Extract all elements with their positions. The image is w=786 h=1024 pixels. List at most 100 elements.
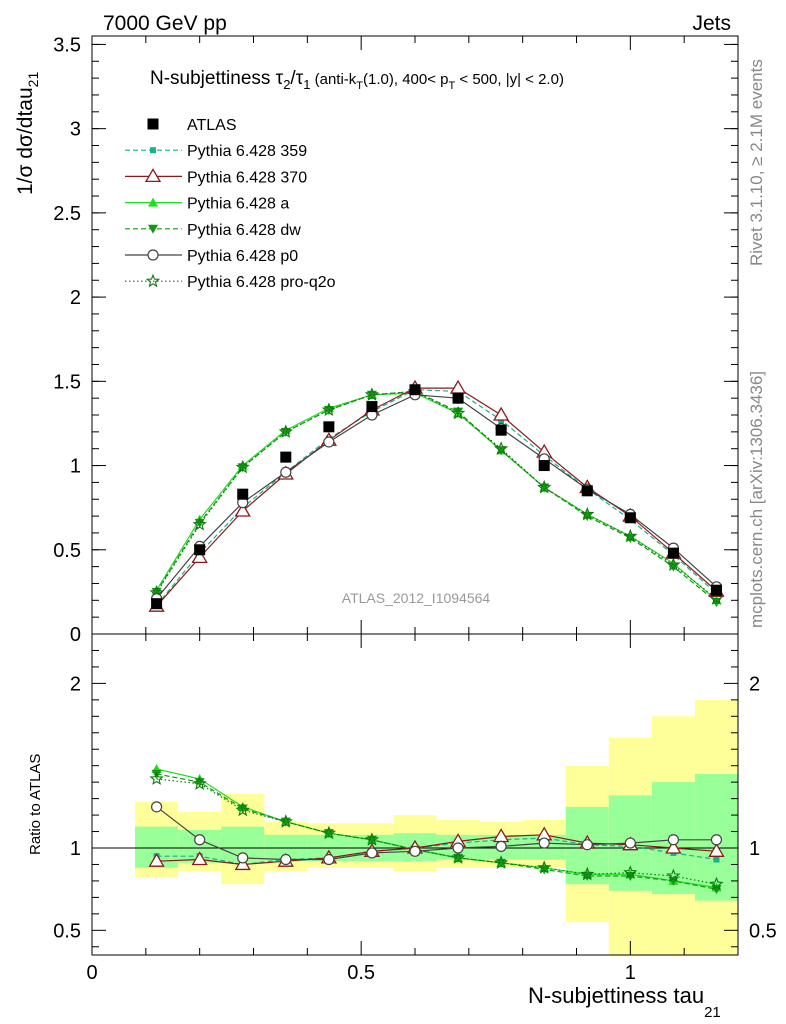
- rivet-label: Rivet 3.1.10, ≥ 2.1M events: [747, 59, 766, 266]
- y-tick-label-ratio-right: 1: [749, 838, 760, 860]
- y-tick-label-ratio: 1: [70, 838, 81, 860]
- marker-pp0: [624, 837, 636, 849]
- marker-pq2o: [450, 850, 466, 864]
- marker-pp0: [323, 436, 335, 448]
- marker-p370: [449, 379, 467, 394]
- legend-label-pp0: Pythia 6.428 p0: [187, 248, 298, 265]
- ratio-uncertainty-bands: [135, 699, 738, 955]
- marker-pp0: [495, 840, 507, 852]
- marker-pp0: [280, 853, 292, 866]
- marker-pq2o: [580, 866, 595, 881]
- legend-label-pdw: Pythia 6.428 dw: [187, 222, 301, 239]
- ratio-plot-series: [148, 763, 725, 895]
- marker-pp0: [237, 852, 249, 864]
- marker-pq2o: [623, 528, 638, 543]
- y-tick-label-main: 3.5: [53, 34, 81, 56]
- marker-pq2o: [235, 459, 250, 474]
- x-tick-label: 1: [625, 962, 636, 984]
- x-axis-label: N-subjettiness tau21: [528, 983, 721, 1021]
- ratio-line-pq2o: [156, 778, 717, 885]
- y-tick-label-main: 1: [70, 456, 81, 478]
- marker-p370: [191, 851, 208, 866]
- mcplots-label: mcplots.cern.ch [arXiv:1306.3436]: [747, 371, 766, 628]
- marker-data: [194, 544, 206, 556]
- marker-pq2o: [278, 424, 293, 438]
- main-plot-series: [148, 379, 725, 612]
- series-line-pp0: [156, 394, 717, 599]
- marker-pq2o: [192, 776, 207, 790]
- y-tick-label-ratio-right: 0.5: [749, 920, 777, 942]
- legend-label-pq2o: Pythia 6.428 pro-q2o: [187, 274, 336, 291]
- marker-pq2o: [537, 860, 552, 874]
- y-tick-label-main: 0.5: [53, 540, 81, 562]
- marker-data: [280, 451, 292, 463]
- marker-p370: [493, 406, 510, 421]
- x-tick-label: 0.5: [347, 962, 375, 984]
- marker-pdw: [711, 885, 722, 895]
- marker-data: [495, 424, 507, 436]
- series-line-p359: [156, 389, 717, 606]
- ratio-line-p370: [156, 834, 717, 866]
- marker-data: [323, 421, 335, 433]
- marker-pdw: [237, 804, 248, 814]
- legend-label-p359: Pythia 6.428 359: [187, 143, 307, 160]
- main-plot-axes: 0 0.5 1 1.5 2 2.5 3 3.5: [53, 34, 739, 646]
- marker-pp0: [667, 834, 680, 846]
- marker-pq2o: [321, 825, 337, 840]
- marker-pq2o: [666, 868, 681, 882]
- marker-pq2o: [192, 517, 207, 531]
- marker-pa: [148, 197, 158, 207]
- legend: ATLAS Pythia 6.428 359 Pythia 6.428 370 Pyt…: [125, 117, 336, 291]
- marker-data: [710, 584, 722, 596]
- marker-pq2o: [666, 557, 681, 572]
- marker-pq2o: [149, 771, 164, 785]
- marker-data: [624, 512, 636, 524]
- marker-pdw: [194, 778, 205, 788]
- marker-p370: [191, 549, 208, 564]
- y-tick-label-main: 2: [70, 287, 81, 309]
- marker-data: [366, 401, 378, 413]
- plot-title: N-subjettiness τ2/τ1 (anti-kT(1.0), 400<…: [150, 68, 564, 92]
- marker-pq2o: [709, 876, 724, 891]
- header-right: Jets: [692, 12, 731, 35]
- marker-data: [151, 598, 163, 610]
- marker-data: [237, 488, 249, 500]
- marker-pp0: [366, 847, 378, 859]
- marker-pdw: [453, 407, 464, 417]
- marker-pp0: [710, 834, 723, 846]
- y-tick-label-ratio-right: 2: [749, 673, 760, 695]
- marker-pq2o: [235, 802, 250, 817]
- y-tick-label-main: 0: [70, 624, 81, 646]
- series-line-pa: [156, 392, 717, 601]
- marker-pq2o: [145, 273, 161, 288]
- legend-label-data: ATLAS: [187, 117, 237, 134]
- ratio-line-pp0: [156, 806, 717, 861]
- marker-data: [581, 485, 593, 497]
- series-line-pq2o: [156, 390, 717, 600]
- marker-pdw: [148, 224, 158, 234]
- marker-data: [667, 547, 679, 559]
- y-tick-label-main: 1.5: [53, 371, 81, 393]
- marker-pp0: [581, 839, 593, 851]
- marker-p370: [148, 852, 165, 867]
- marker-pp0: [194, 834, 206, 846]
- marker-pq2o: [450, 405, 466, 420]
- marker-pq2o: [364, 832, 380, 846]
- marker-p370: [665, 839, 682, 854]
- y-tick-label-ratio: 2: [70, 673, 81, 695]
- marker-data: [409, 384, 421, 396]
- marker-pq2o: [709, 591, 724, 605]
- marker-data: [452, 392, 464, 404]
- marker-pq2o: [537, 479, 552, 494]
- marker-p359: [150, 147, 156, 154]
- x-tick-label: 0: [86, 962, 97, 984]
- marker-pp0: [452, 842, 464, 854]
- y-tick-label-ratio: 0.5: [53, 920, 81, 942]
- marker-pq2o: [278, 814, 293, 828]
- ratio-line-p359: [156, 837, 717, 866]
- analysis-watermark: ATLAS_2012_I1094564: [342, 590, 491, 606]
- marker-p359: [713, 856, 720, 863]
- marker-pp0: [280, 466, 292, 478]
- ratio-line-pdw: [156, 773, 717, 890]
